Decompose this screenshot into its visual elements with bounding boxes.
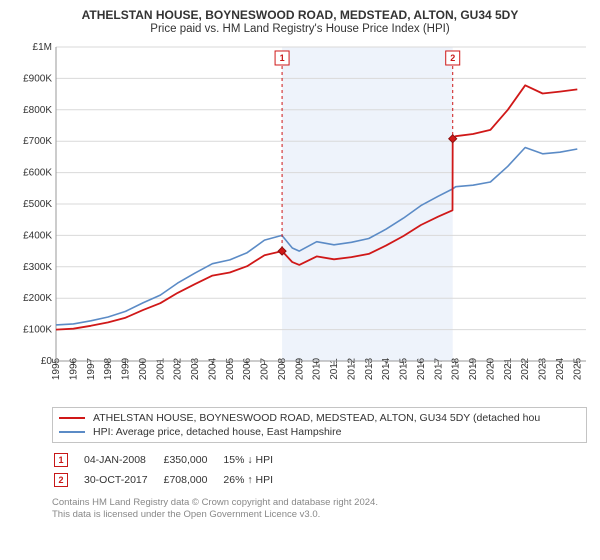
markers-table: 1 04-JAN-2008 £350,000 15% ↓ HPI 2 30-OC…: [52, 449, 289, 491]
table-row: 2 30-OCT-2017 £708,000 26% ↑ HPI: [54, 471, 287, 489]
svg-text:£300K: £300K: [23, 262, 52, 273]
chart-title-block: ATHELSTAN HOUSE, BOYNESWOOD ROAD, MEDSTE…: [12, 8, 588, 35]
footer-attribution: Contains HM Land Registry data © Crown c…: [52, 497, 588, 521]
svg-text:£1M: £1M: [33, 42, 52, 53]
svg-text:2: 2: [450, 53, 455, 63]
legend-item-subject: ATHELSTAN HOUSE, BOYNESWOOD ROAD, MEDSTE…: [59, 411, 580, 425]
legend-swatch: [59, 431, 85, 433]
price-chart: £0£100K£200K£300K£400K£500K£600K£700K£80…: [12, 41, 588, 401]
svg-text:£600K: £600K: [23, 168, 52, 179]
marker-price: £708,000: [164, 471, 222, 489]
chart-title-main: ATHELSTAN HOUSE, BOYNESWOOD ROAD, MEDSTE…: [12, 8, 588, 22]
svg-text:£400K: £400K: [23, 230, 52, 241]
svg-text:£500K: £500K: [23, 199, 52, 210]
svg-text:£900K: £900K: [23, 73, 52, 84]
marker-badge: 2: [54, 473, 68, 487]
svg-text:1: 1: [280, 53, 285, 63]
footer-line: This data is licensed under the Open Gov…: [52, 509, 588, 521]
marker-badge: 1: [54, 453, 68, 467]
legend-label: ATHELSTAN HOUSE, BOYNESWOOD ROAD, MEDSTE…: [93, 411, 540, 425]
legend: ATHELSTAN HOUSE, BOYNESWOOD ROAD, MEDSTE…: [52, 407, 587, 443]
marker-delta: 26% ↑ HPI: [223, 471, 287, 489]
svg-text:£800K: £800K: [23, 105, 52, 116]
svg-text:£700K: £700K: [23, 136, 52, 147]
marker-date: 30-OCT-2017: [84, 471, 162, 489]
marker-delta: 15% ↓ HPI: [223, 451, 287, 469]
svg-text:£200K: £200K: [23, 293, 52, 304]
table-row: 1 04-JAN-2008 £350,000 15% ↓ HPI: [54, 451, 287, 469]
legend-swatch: [59, 417, 85, 419]
legend-item-hpi: HPI: Average price, detached house, East…: [59, 425, 580, 439]
legend-label: HPI: Average price, detached house, East…: [93, 425, 341, 439]
footer-line: Contains HM Land Registry data © Crown c…: [52, 497, 588, 509]
marker-date: 04-JAN-2008: [84, 451, 162, 469]
svg-text:£100K: £100K: [23, 325, 52, 336]
marker-price: £350,000: [164, 451, 222, 469]
chart-area: £0£100K£200K£300K£400K£500K£600K£700K£80…: [12, 41, 588, 401]
chart-title-sub: Price paid vs. HM Land Registry's House …: [12, 23, 588, 35]
